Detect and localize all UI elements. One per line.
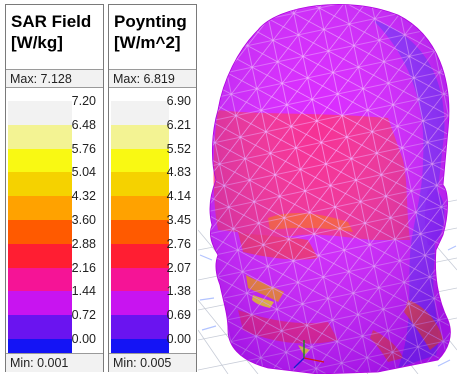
legend-min-value: Min: 0.001 [6,353,103,372]
legend-title-quantity: Poynting [114,12,187,31]
scale-swatch [111,124,169,149]
legend-title-quantity: SAR Field [11,12,92,31]
scale-swatch [8,315,72,339]
scale-tick-label: 2.76 [166,236,191,251]
legend-max-value: Max: 6.819 [109,69,196,88]
scale-tick-label: 5.76 [71,141,96,156]
scale-tick-label: 4.83 [166,165,191,180]
legend-title-unit: [W/kg] [11,33,63,52]
scale-tick-label: 6.90 [166,94,191,108]
scale-swatch [8,101,72,125]
legend-title: SAR Field [W/kg] [11,11,91,53]
scale-tick-label: 7.20 [71,94,96,108]
scale-swatch [111,148,169,173]
scale-tick-label: 1.38 [166,284,191,299]
scale-tick-label: 6.21 [166,117,191,132]
scale-tick-label: 4.14 [166,189,191,204]
scale-tick-label: 6.48 [71,117,96,132]
scale-tick-label: 3.45 [166,213,191,227]
scale-swatch [111,315,169,339]
scale-swatch [111,243,169,268]
scale-tick-label: 1.44 [71,284,96,299]
scale-swatch [8,172,72,197]
legend-max-value: Max: 7.128 [6,69,103,88]
scale-tick-label: 2.16 [71,260,96,275]
sar-field-legend: SAR Field [W/kg] Max: 7.128 7.20 6.48 5.76… [5,4,104,372]
scale-tick-label: 5.52 [166,141,191,156]
field-arrows [199,245,457,367]
legend-title: Poynting [W/m^2] [114,11,187,53]
coordinate-axes [293,340,325,369]
scale-swatch [111,101,169,125]
scale-tick-label: 0.69 [166,308,191,323]
scale-tick-label: 0.00 [166,332,191,346]
legend-min-value: Min: 0.005 [109,353,196,372]
scale-swatch [8,267,72,292]
scale-swatch [111,291,169,316]
head-mesh [209,3,451,374]
poynting-legend: Poynting [W/m^2] Max: 6.819 6.90 6.21 5.52… [108,4,197,372]
scale-swatch [111,220,169,244]
legend-title-unit: [W/m^2] [114,33,181,52]
scale-swatch [8,124,72,149]
scale-tick-label: 4.32 [71,189,96,204]
scale-swatch [111,172,169,197]
scale-tick-label: 0.00 [71,332,96,346]
3d-viewport[interactable] [198,0,457,374]
scale-tick-label: 5.04 [71,165,96,180]
scale-swatch [8,148,72,173]
scale-tick-label: 2.07 [166,260,191,275]
scale-swatch [8,220,72,244]
head-model-render[interactable] [198,0,457,374]
scale-tick-label: 3.60 [71,213,96,227]
scale-swatch [111,267,169,292]
scale-swatch [8,196,72,220]
scale-swatch [8,291,72,316]
scale-swatch [8,243,72,268]
scale-tick-label: 2.88 [71,236,96,251]
scale-swatch [111,196,169,220]
scale-tick-label: 0.72 [71,308,96,323]
